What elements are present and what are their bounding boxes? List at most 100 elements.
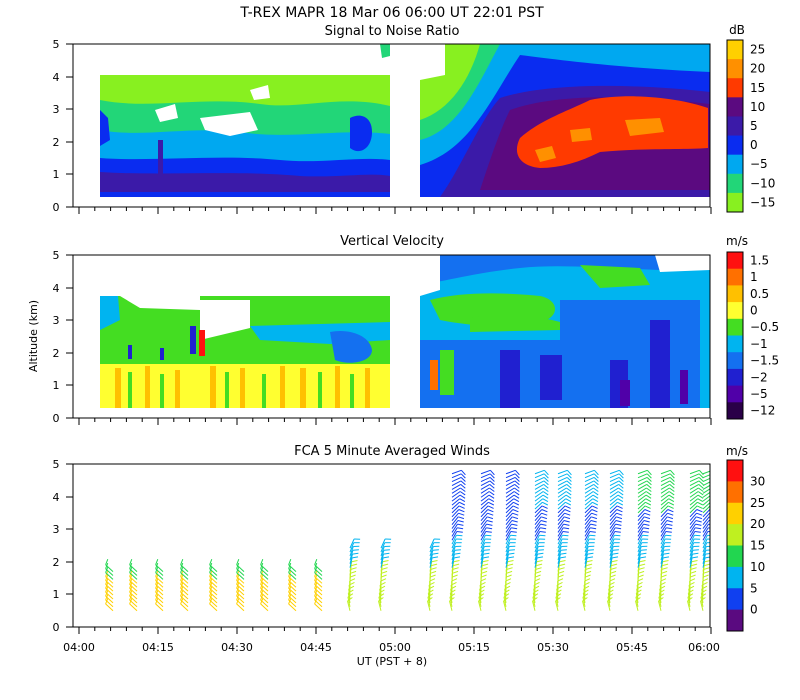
wind-barb-flag: [665, 531, 672, 533]
wind-barb-flag: [692, 549, 699, 551]
wind-barb: [129, 584, 138, 592]
wind-barb-flag: [543, 480, 549, 486]
wind-barb-flag: [708, 527, 710, 529]
wind-barb-flag: [668, 501, 675, 506]
wind-barb: [702, 470, 710, 475]
colorbar-swatch: [727, 318, 743, 336]
wind-barb: [347, 592, 351, 603]
wind-barb-flag: [666, 520, 673, 523]
wind-barb-flag: [611, 560, 618, 563]
colorbar-label: −5: [750, 157, 768, 171]
wind-barb: [555, 596, 559, 607]
wind-barb-flag: [383, 556, 390, 559]
wind-barb: [105, 584, 114, 592]
wind-barb: [347, 596, 351, 607]
wind-barb: [349, 546, 354, 557]
wind-barb-flag: [381, 567, 388, 570]
wind-barb: [584, 531, 591, 541]
wind-barb: [480, 487, 490, 494]
colorbar-swatch: [727, 588, 743, 611]
wind-barb: [480, 520, 488, 529]
wind-barb: [660, 505, 669, 514]
wind-barb: [380, 557, 384, 568]
wind-barb-flag: [666, 527, 673, 530]
wind-barb-flag: [488, 501, 495, 506]
wind-barb: [378, 596, 382, 607]
wind-barb-flag: [592, 491, 599, 496]
wind-barb-flag: [155, 559, 159, 565]
wind-barb: [584, 469, 595, 475]
wind-barb: [451, 483, 461, 490]
wind-barb: [609, 512, 617, 522]
colorbar-swatch: [727, 135, 743, 156]
wind-barb: [180, 603, 189, 612]
wind-barb-flag: [669, 480, 675, 486]
wind-barb-flag: [540, 520, 547, 523]
colorbar-swatch: [727, 252, 743, 270]
wind-barb: [288, 580, 297, 588]
wind-barb-flag: [642, 531, 649, 533]
wind-barb: [609, 498, 619, 506]
wind-barb: [288, 603, 297, 612]
wind-barb: [637, 538, 643, 549]
wind-barb: [637, 473, 648, 479]
wind-barb: [314, 564, 323, 572]
wind-barb: [503, 600, 507, 611]
wind-barb-flag: [460, 487, 466, 492]
wind-barb-flag: [617, 501, 624, 506]
xtick-label: 05:00: [379, 641, 411, 654]
wind-barb: [209, 576, 218, 584]
wind-barb: [534, 480, 545, 486]
wind-barb: [660, 527, 667, 537]
colorbar-label: 20: [750, 517, 765, 531]
wind-barb: [635, 600, 639, 611]
wind-barb-flag: [351, 560, 358, 563]
wind-barb: [687, 600, 691, 611]
wind-barb: [557, 480, 568, 486]
colorbar-swatch: [727, 59, 743, 79]
wind-barb: [637, 505, 646, 514]
wind-barb: [480, 480, 491, 486]
wind-barb-flag: [707, 534, 710, 536]
wind-barb: [609, 473, 620, 479]
wind-barb: [180, 584, 189, 592]
wind-barb-flag: [703, 567, 710, 570]
wind-barb-flag: [711, 495, 716, 498]
wind-barb: [687, 592, 691, 603]
wind-barb: [637, 476, 648, 483]
wind-barb: [505, 527, 512, 537]
wind-barb-flag: [702, 574, 709, 578]
wind-barb-flag: [541, 509, 548, 513]
wind-barb: [660, 557, 664, 568]
wind-barb: [480, 550, 485, 560]
wind-barb: [380, 546, 385, 557]
wind-barb: [155, 591, 164, 600]
snr-y-axis: 0 1 2 3 4 5: [53, 38, 73, 214]
wind-barb: [209, 591, 218, 600]
wind-barb-flag: [236, 559, 240, 565]
wind-barb: [260, 580, 269, 588]
wind-barb: [209, 595, 218, 604]
velocity-ytick: 2: [53, 347, 60, 360]
wind-barb: [236, 572, 245, 580]
wind-barb-flag: [640, 549, 647, 551]
wind-barb: [378, 600, 382, 611]
wind-barb-flag: [456, 531, 463, 533]
wind-barbs: [105, 469, 716, 612]
wind-barb: [584, 527, 591, 537]
wind-barb-flag: [586, 560, 593, 563]
wind-barb: [637, 520, 645, 529]
wind-barb: [348, 588, 351, 600]
wind-barb-flag: [704, 563, 710, 567]
wind-barb-flag: [514, 477, 520, 482]
wind-barb-flag: [512, 516, 519, 520]
wind-barb: [584, 483, 594, 490]
wind-barb: [609, 523, 616, 533]
wind-barb-flag: [129, 559, 133, 565]
wind-barb-flag: [432, 556, 439, 559]
wind-barb-flag: [514, 484, 520, 489]
wind-barb: [689, 516, 697, 525]
wind-barb-flag: [692, 552, 699, 555]
wind-barb-flag: [660, 574, 667, 578]
wind-barb: [314, 572, 323, 580]
